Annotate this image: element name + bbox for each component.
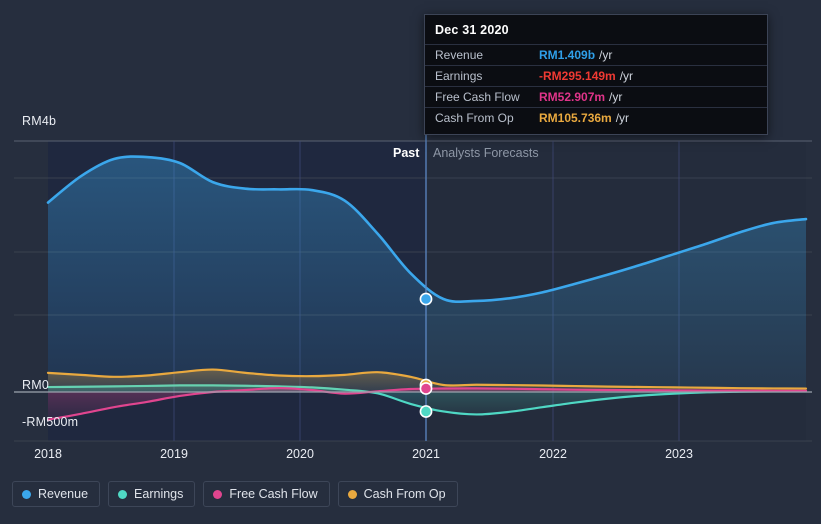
series-area-revenue bbox=[48, 156, 806, 392]
series-area-cash-from-op bbox=[48, 369, 806, 392]
y-axis-tick-label: RM4b bbox=[22, 114, 57, 128]
x-axis-tick-label: 2022 bbox=[539, 447, 567, 461]
x-axis-tick-label: 2020 bbox=[286, 447, 314, 461]
legend-item-label: Revenue bbox=[38, 487, 89, 501]
y-axis-tick-label: -RM500m bbox=[22, 415, 79, 429]
data-point-marker-revenue[interactable] bbox=[419, 292, 433, 306]
legend-color-dot-icon bbox=[22, 489, 31, 499]
forecast-band-label: Analysts Forecasts bbox=[433, 146, 539, 160]
tooltip-row-value: RM52.907m bbox=[539, 90, 606, 104]
tooltip-title: Dec 31 2020 bbox=[435, 23, 509, 37]
x-axis-tick-label: 2018 bbox=[34, 447, 62, 461]
tooltip-row-unit: /yr bbox=[619, 69, 634, 83]
tooltip-row-unit: /yr bbox=[615, 111, 630, 125]
legend-item[interactable]: Free Cash Flow bbox=[203, 481, 330, 507]
tooltip-row: Free Cash Flow RM52.907m/yr bbox=[425, 86, 767, 107]
past-band-label: Past bbox=[393, 146, 420, 160]
legend-item-label: Free Cash Flow bbox=[229, 487, 318, 501]
tooltip-row-value: RM1.409b bbox=[539, 48, 596, 62]
tooltip-row: Revenue RM1.409b/yr bbox=[425, 44, 767, 65]
data-point-marker-free-cash-flow[interactable] bbox=[419, 382, 433, 395]
data-point-marker-earnings[interactable] bbox=[419, 405, 433, 418]
tooltip-row: Earnings -RM295.149m/yr bbox=[425, 65, 767, 86]
legend-color-dot-icon bbox=[118, 489, 128, 499]
legend-item[interactable]: Cash From Op bbox=[337, 481, 458, 507]
legend-color-dot-icon bbox=[213, 489, 223, 499]
tooltip-row-value: RM105.736m bbox=[539, 111, 612, 125]
series-line-revenue[interactable] bbox=[46, 155, 808, 304]
tooltip-row-value: -RM295.149m bbox=[539, 69, 616, 83]
x-axis-tick-label: 2023 bbox=[665, 447, 693, 461]
tooltip-row-unit: /yr bbox=[609, 90, 623, 104]
y-axis-tick-label: RM0 bbox=[22, 378, 49, 392]
chart-legend[interactable]: Revenue Earnings Free Cash Flow Cash From O… bbox=[12, 481, 458, 507]
legend-item-label: Earnings bbox=[134, 487, 184, 501]
legend-item[interactable]: Earnings bbox=[108, 481, 196, 507]
x-axis-tick-label: 2021 bbox=[412, 447, 440, 461]
tooltip-row-label: Cash From Op bbox=[435, 111, 514, 125]
tooltip-row-label: Free Cash Flow bbox=[435, 90, 520, 104]
legend-color-dot-icon bbox=[347, 489, 357, 499]
tooltip-row-label: Earnings bbox=[435, 69, 483, 83]
legend-item[interactable]: Revenue bbox=[12, 481, 101, 507]
tooltip-row: Cash From Op RM105.736m/yr bbox=[425, 107, 767, 128]
data-tooltip: Dec 31 2020 Revenue RM1.409b/yr Earnings -R… bbox=[424, 14, 768, 135]
tooltip-row-label: Revenue bbox=[435, 48, 484, 62]
tooltip-rows: Revenue RM1.409b/yr Earnings -RM295.149m/yr… bbox=[425, 44, 767, 128]
legend-item-label: Cash From Op bbox=[363, 487, 446, 501]
x-axis-tick-label: 2019 bbox=[160, 447, 188, 461]
tooltip-row-unit: /yr bbox=[599, 48, 613, 62]
